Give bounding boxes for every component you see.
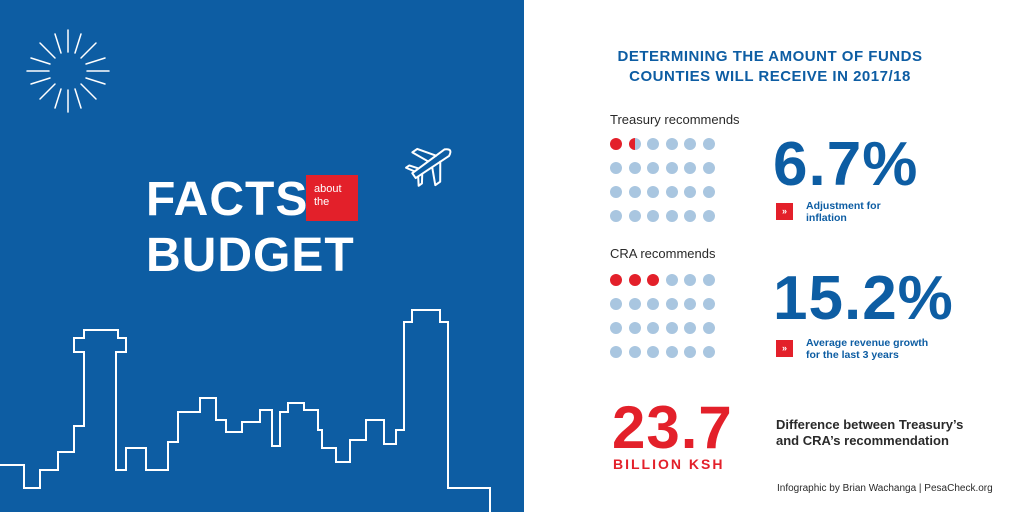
dot (684, 322, 696, 334)
treasury-note-line-1: Adjustment for (806, 200, 881, 212)
difference-text: Difference between Treasury’s and CRA’s … (776, 417, 996, 449)
dot (684, 162, 696, 174)
dot (647, 210, 659, 222)
city-skyline-icon (0, 309, 491, 512)
headline: DETERMINING THE AMOUNT OF FUNDS COUNTIES… (560, 47, 980, 87)
treasury-note-line-2: inflation (806, 212, 847, 224)
dot (610, 186, 622, 198)
about-the-badge: about the (306, 175, 358, 221)
treasury-label: Treasury recommends (610, 112, 740, 127)
dot (610, 162, 622, 174)
dot (647, 322, 659, 334)
dot (628, 346, 641, 358)
dot (628, 138, 641, 150)
dot (610, 322, 622, 334)
dot (665, 346, 678, 358)
dot (665, 322, 678, 334)
dot (702, 210, 715, 222)
cra-note-line-1: Average revenue growth (806, 337, 929, 349)
dot (647, 186, 659, 198)
cra-note-line-2: for the last 3 years (806, 349, 899, 361)
dot (628, 162, 641, 174)
dot (647, 162, 659, 174)
the-label: the (314, 196, 330, 208)
dot (647, 346, 659, 358)
airplane-icon (405, 147, 452, 187)
cra-arrow-icon: » (776, 340, 793, 357)
dot (684, 186, 696, 198)
cra-percent: 15.2% (773, 264, 954, 333)
cra-note: Average revenue growth for the last 3 ye… (806, 337, 928, 361)
difference-unit: BILLION KSH (613, 456, 725, 472)
dot (610, 138, 622, 150)
dot (665, 210, 678, 222)
title-budget: BUDGET (146, 229, 355, 282)
dot (684, 298, 696, 310)
title-facts: FACTS (146, 173, 309, 226)
dot (665, 162, 678, 174)
dot (702, 162, 715, 174)
dot (684, 138, 696, 150)
dot (702, 274, 715, 286)
dot (702, 138, 715, 150)
dot (684, 210, 696, 222)
dot (665, 186, 678, 198)
sunburst-icon (26, 29, 110, 113)
dot (665, 298, 678, 310)
difference-text-line-1: Difference between Treasury’s (776, 417, 964, 432)
dot (628, 298, 641, 310)
left-panel: FACTS about the BUDGET (0, 0, 524, 512)
dot (610, 274, 622, 286)
about-label: about (314, 183, 342, 195)
dot (702, 186, 715, 198)
treasury-percent: 6.7% (773, 130, 919, 199)
dot (628, 322, 641, 334)
difference-value: 23.7 (612, 394, 733, 461)
dot (628, 186, 641, 198)
dot (684, 346, 696, 358)
dot (702, 298, 715, 310)
dot (702, 346, 715, 358)
dot (628, 274, 641, 286)
dot (610, 210, 622, 222)
cra-label: CRA recommends (610, 246, 716, 261)
dot (610, 346, 622, 358)
dot (628, 210, 641, 222)
dot (665, 138, 678, 150)
dot (647, 274, 659, 286)
credit-line: Infographic by Brian Wachanga | PesaChec… (777, 483, 993, 494)
decoration-layer (0, 29, 491, 512)
dot (610, 298, 622, 310)
dot (665, 274, 678, 286)
dot (647, 138, 659, 150)
dot (647, 298, 659, 310)
headline-line-1: DETERMINING THE AMOUNT OF FUNDS (617, 48, 923, 65)
headline-line-2: COUNTIES WILL RECEIVE IN 2017/18 (629, 68, 911, 85)
treasury-note: Adjustment for inflation (806, 200, 881, 224)
dot (702, 322, 715, 334)
difference-text-line-2: and CRA’s recommendation (776, 433, 949, 448)
treasury-arrow-icon: » (776, 203, 793, 220)
dot (684, 274, 696, 286)
